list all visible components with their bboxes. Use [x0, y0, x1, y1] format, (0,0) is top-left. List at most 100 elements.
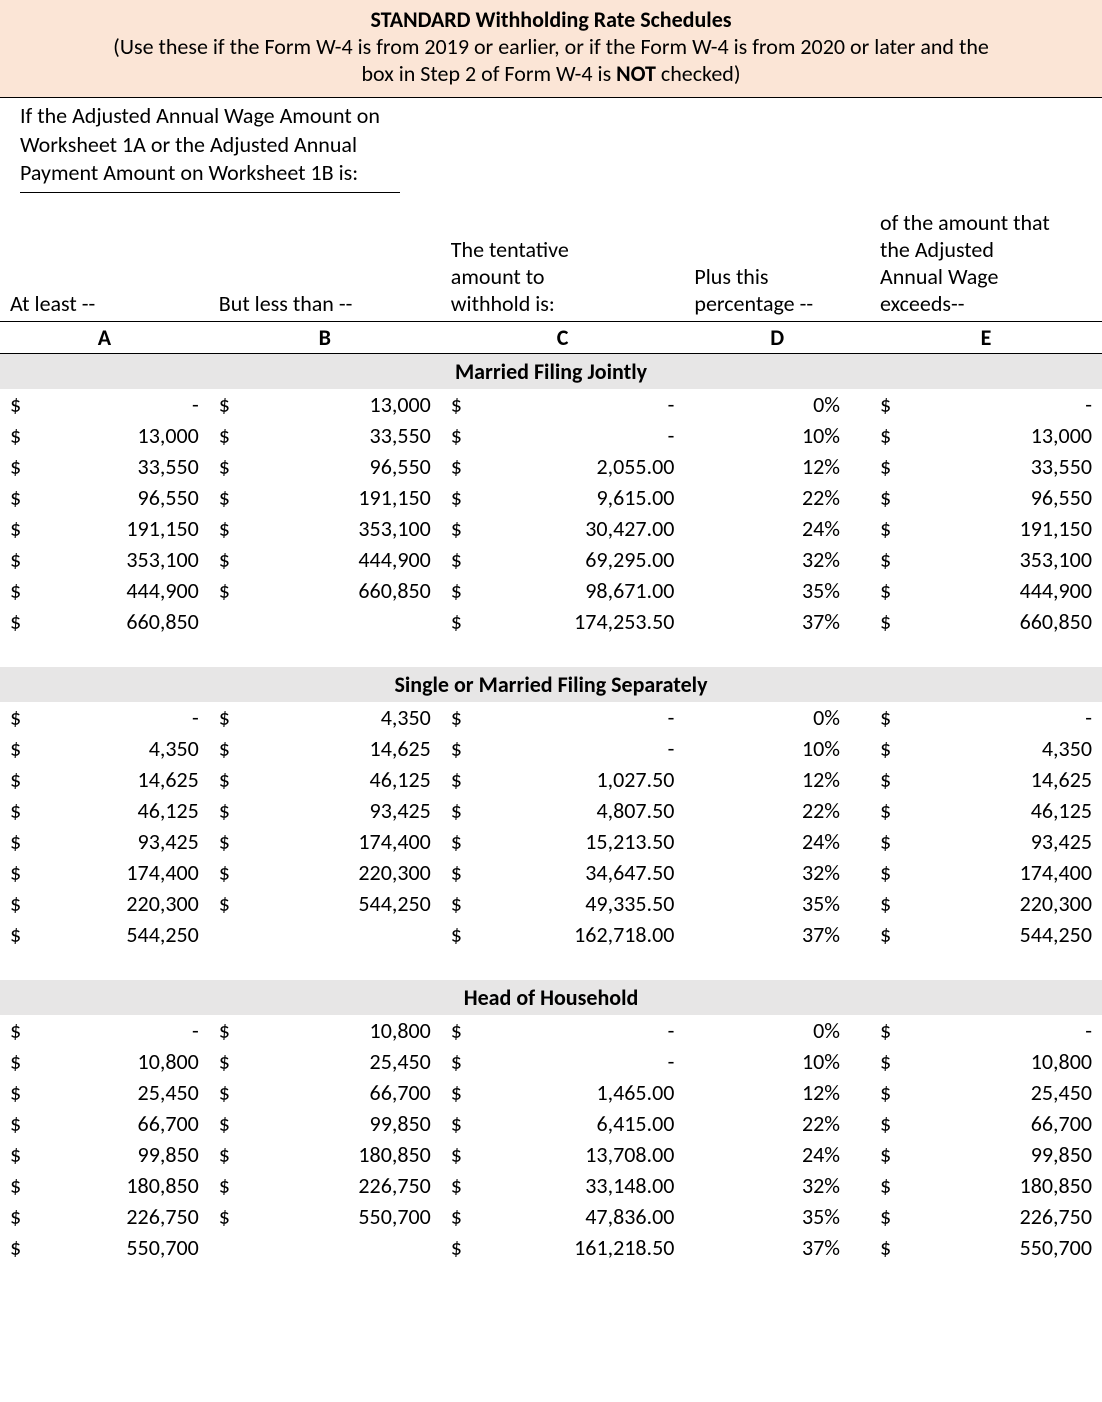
- currency-value: 25,450: [21, 1079, 199, 1106]
- cell-tentative: $2,055.00: [441, 451, 685, 482]
- col-head-e: of the amount that the Adjusted Annual W…: [870, 195, 1102, 322]
- cell-tentative: $47,836.00: [441, 1201, 685, 1232]
- percentage-value: 35%: [694, 577, 860, 604]
- cell-tentative: $34,647.50: [441, 857, 685, 888]
- currency-value: 93,425: [230, 797, 431, 824]
- table-row: $660,850$174,253.5037%$660,850: [0, 606, 1102, 637]
- cell-exceeds: $33,550: [870, 451, 1102, 482]
- cell-percentage: 12%: [684, 1077, 870, 1108]
- cell-exceeds: $353,100: [870, 544, 1102, 575]
- section-title: Single or Married Filing Separately: [0, 667, 1102, 702]
- cell-tentative: $161,218.50: [441, 1232, 685, 1263]
- cell-percentage: 12%: [684, 764, 870, 795]
- currency-symbol: $: [219, 1110, 230, 1137]
- currency-symbol: $: [451, 1172, 462, 1199]
- cell-less-than: $4,350: [209, 702, 441, 733]
- currency-symbol: $: [219, 1079, 230, 1106]
- currency-value: 34,647.50: [462, 859, 674, 886]
- cell-less-than: $444,900: [209, 544, 441, 575]
- currency-symbol: $: [451, 797, 462, 824]
- currency-value: -: [462, 735, 674, 762]
- currency-symbol: $: [10, 1172, 21, 1199]
- currency-value: 46,125: [891, 797, 1092, 824]
- currency-symbol: $: [880, 608, 891, 635]
- currency-value: 544,250: [230, 890, 431, 917]
- percentage-value: 10%: [694, 1048, 860, 1075]
- currency-symbol: $: [219, 484, 230, 511]
- currency-value: 162,718.00: [462, 921, 674, 948]
- cell-percentage: 24%: [684, 1139, 870, 1170]
- percentage-value: 12%: [694, 1079, 860, 1106]
- cell-at-least: $550,700: [0, 1232, 209, 1263]
- currency-symbol: $: [880, 1172, 891, 1199]
- cell-exceeds: $180,850: [870, 1170, 1102, 1201]
- currency-symbol: $: [880, 1234, 891, 1261]
- currency-symbol: $: [10, 1079, 21, 1106]
- percentage-value: 32%: [694, 546, 860, 573]
- currency-symbol: $: [451, 1141, 462, 1168]
- currency-symbol: $: [219, 890, 230, 917]
- currency-symbol: $: [880, 1079, 891, 1106]
- currency-symbol: $: [219, 735, 230, 762]
- percentage-value: 32%: [694, 1172, 860, 1199]
- cell-percentage: 35%: [684, 1201, 870, 1232]
- cell-percentage: 24%: [684, 513, 870, 544]
- currency-symbol: $: [10, 391, 21, 418]
- cell-exceeds: $550,700: [870, 1232, 1102, 1263]
- cell-exceeds: $66,700: [870, 1108, 1102, 1139]
- currency-value: -: [462, 704, 674, 731]
- currency-value: 49,335.50: [462, 890, 674, 917]
- cell-tentative: $69,295.00: [441, 544, 685, 575]
- cell-tentative: $-: [441, 702, 685, 733]
- cell-less-than: [209, 919, 441, 950]
- currency-value: 660,850: [230, 577, 431, 604]
- cell-exceeds: $174,400: [870, 857, 1102, 888]
- percentage-value: 22%: [694, 484, 860, 511]
- header-banner: STANDARD Withholding Rate Schedules (Use…: [0, 0, 1102, 98]
- col-head-e-3: Annual Wage: [880, 263, 998, 290]
- cell-percentage: 32%: [684, 1170, 870, 1201]
- currency-symbol: $: [880, 1017, 891, 1044]
- currency-symbol: $: [451, 890, 462, 917]
- col-head-c-1: The tentative: [451, 236, 569, 263]
- cell-less-than: $25,450: [209, 1046, 441, 1077]
- cell-at-least: $220,300: [0, 888, 209, 919]
- col-head-e-2: the Adjusted: [880, 236, 994, 263]
- section-header-row: Single or Married Filing Separately: [0, 667, 1102, 702]
- table-body: Married Filing Jointly$-$13,000$-0%$-$13…: [0, 353, 1102, 1263]
- subtitle-line2-pre: box in Step 2 of Form W-4 is: [361, 60, 616, 87]
- currency-value: 4,350: [230, 704, 431, 731]
- cell-less-than: $33,550: [209, 420, 441, 451]
- cell-tentative: $9,615.00: [441, 482, 685, 513]
- currency-symbol: $: [219, 797, 230, 824]
- currency-symbol: $: [219, 704, 230, 731]
- cell-less-than: $191,150: [209, 482, 441, 513]
- percentage-value: 0%: [694, 1017, 860, 1044]
- currency-symbol: $: [880, 453, 891, 480]
- col-head-c-2: amount to: [451, 263, 545, 290]
- percentage-value: 32%: [694, 859, 860, 886]
- cell-tentative: $-: [441, 1015, 685, 1046]
- currency-value: 46,125: [21, 797, 199, 824]
- currency-value: -: [462, 1048, 674, 1075]
- currency-symbol: $: [451, 828, 462, 855]
- currency-symbol: $: [10, 608, 21, 635]
- currency-symbol: $: [10, 1017, 21, 1044]
- currency-value: -: [21, 1017, 199, 1044]
- cell-less-than: $46,125: [209, 764, 441, 795]
- cell-exceeds: $-: [870, 702, 1102, 733]
- cell-at-least: $13,000: [0, 420, 209, 451]
- intro-line1: If the Adjusted Annual Wage Amount on: [20, 102, 1082, 131]
- currency-symbol: $: [880, 391, 891, 418]
- currency-symbol: $: [219, 828, 230, 855]
- cell-at-least: $544,250: [0, 919, 209, 950]
- cell-percentage: 10%: [684, 420, 870, 451]
- cell-at-least: $660,850: [0, 606, 209, 637]
- currency-value: -: [462, 391, 674, 418]
- cell-percentage: 0%: [684, 1015, 870, 1046]
- currency-symbol: $: [451, 453, 462, 480]
- currency-value: 226,750: [891, 1203, 1092, 1230]
- currency-value: 10,800: [891, 1048, 1092, 1075]
- currency-value: 1,465.00: [462, 1079, 674, 1106]
- currency-symbol: $: [880, 1048, 891, 1075]
